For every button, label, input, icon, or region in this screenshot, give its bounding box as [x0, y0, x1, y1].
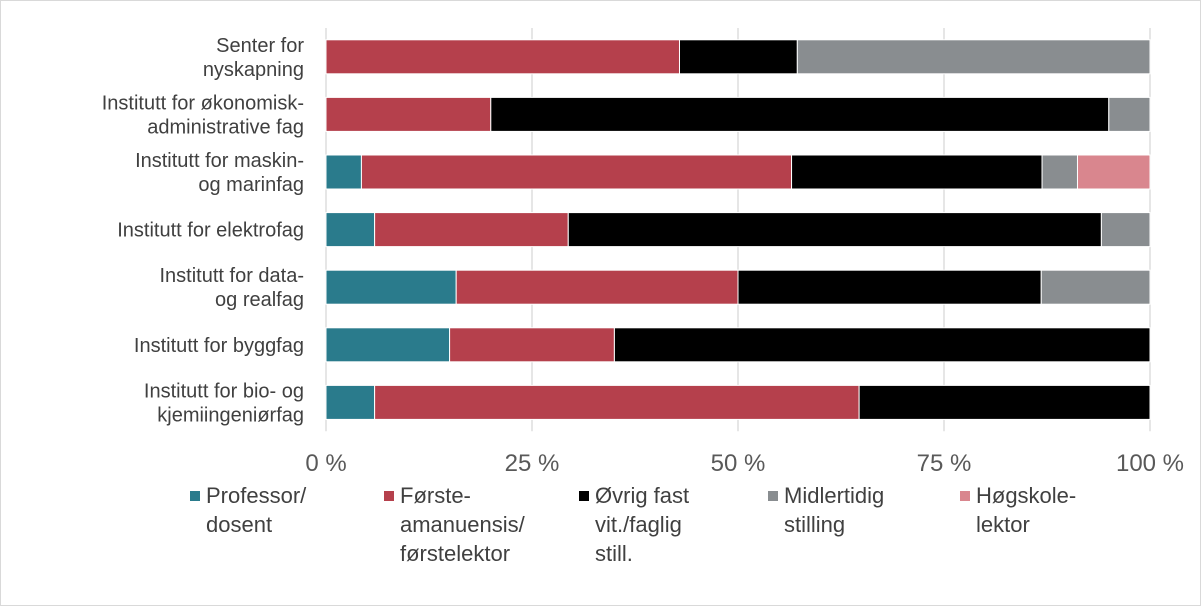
legend-item: Professor/dosent: [190, 483, 307, 537]
category-label: Institutt for maskin-og marinfag: [135, 150, 304, 196]
legend-swatch: [190, 491, 200, 501]
legend-swatch: [960, 491, 970, 501]
category-label: Senter for nyskapning: [203, 35, 305, 81]
bar-segment: [325, 269, 457, 305]
bar-segment: [325, 154, 362, 190]
legend-swatch: [384, 491, 394, 501]
bar-segment: [490, 96, 1110, 132]
bar-segment: [374, 212, 569, 248]
x-tick-label: 0 %: [305, 450, 346, 477]
bars: [325, 39, 1151, 420]
legend-swatch: [579, 491, 589, 501]
x-tick-label: 25 %: [505, 450, 560, 477]
bar-segment: [455, 269, 739, 305]
bar-segment: [1040, 269, 1151, 305]
category-label: Institutt for byggfag: [134, 335, 304, 357]
x-tick-label: 50 %: [711, 450, 766, 477]
bar-segment: [613, 327, 1151, 363]
legend-item: Midlertidig stilling: [768, 483, 884, 537]
x-tick-labels: 0 % 25 % 50 % 75 % 100 %: [305, 450, 1184, 477]
bar-segment: [1108, 96, 1151, 132]
legend: Professor/dosent Første-amanuensis/første…: [190, 483, 1076, 566]
bar-segment: [449, 327, 615, 363]
category-labels: Senter for nyskapning Institutt for økonom…: [102, 35, 305, 427]
category-label: Institutt for økonomisk-administrative f…: [102, 92, 304, 138]
legend-label: Første-amanuensis/førstelektor: [400, 483, 526, 566]
legend-label: Høgskole-lektor: [976, 483, 1076, 537]
bar-segment: [325, 384, 376, 420]
legend-item: Første-amanuensis/førstelektor: [384, 483, 526, 566]
bar-segment: [1100, 212, 1151, 248]
category-label: Institutt for elektrofag: [117, 220, 304, 242]
bar-segment: [567, 212, 1102, 248]
bar-segment: [791, 154, 1043, 190]
legend-label: Midlertidig stilling: [784, 483, 884, 537]
bar-segment: [796, 39, 1151, 75]
legend-item: Høgskole-lektor: [960, 483, 1076, 537]
x-tick-label: 100 %: [1116, 450, 1184, 477]
bar-segment: [1076, 154, 1151, 190]
bar-segment: [374, 384, 860, 420]
bar-segment: [678, 39, 798, 75]
bar-segment: [325, 212, 376, 248]
legend-label: Øvrig fast vit./faglig still.: [595, 483, 689, 566]
legend-label: Professor/dosent: [206, 483, 307, 537]
x-tick-label: 75 %: [917, 450, 972, 477]
category-label: Institutt for bio- og kjemiingeniørfag: [144, 380, 304, 426]
bar-segment: [325, 327, 451, 363]
category-label: Institutt for data-og realfag: [159, 265, 304, 311]
bar-segment: [325, 39, 680, 75]
bar-segment: [1041, 154, 1078, 190]
bar-segment: [737, 269, 1042, 305]
bar-segment: [858, 384, 1151, 420]
legend-item: Øvrig fast vit./faglig still.: [579, 483, 689, 566]
bar-segment: [360, 154, 793, 190]
legend-swatch: [768, 491, 778, 501]
bar-segment: [325, 96, 492, 132]
